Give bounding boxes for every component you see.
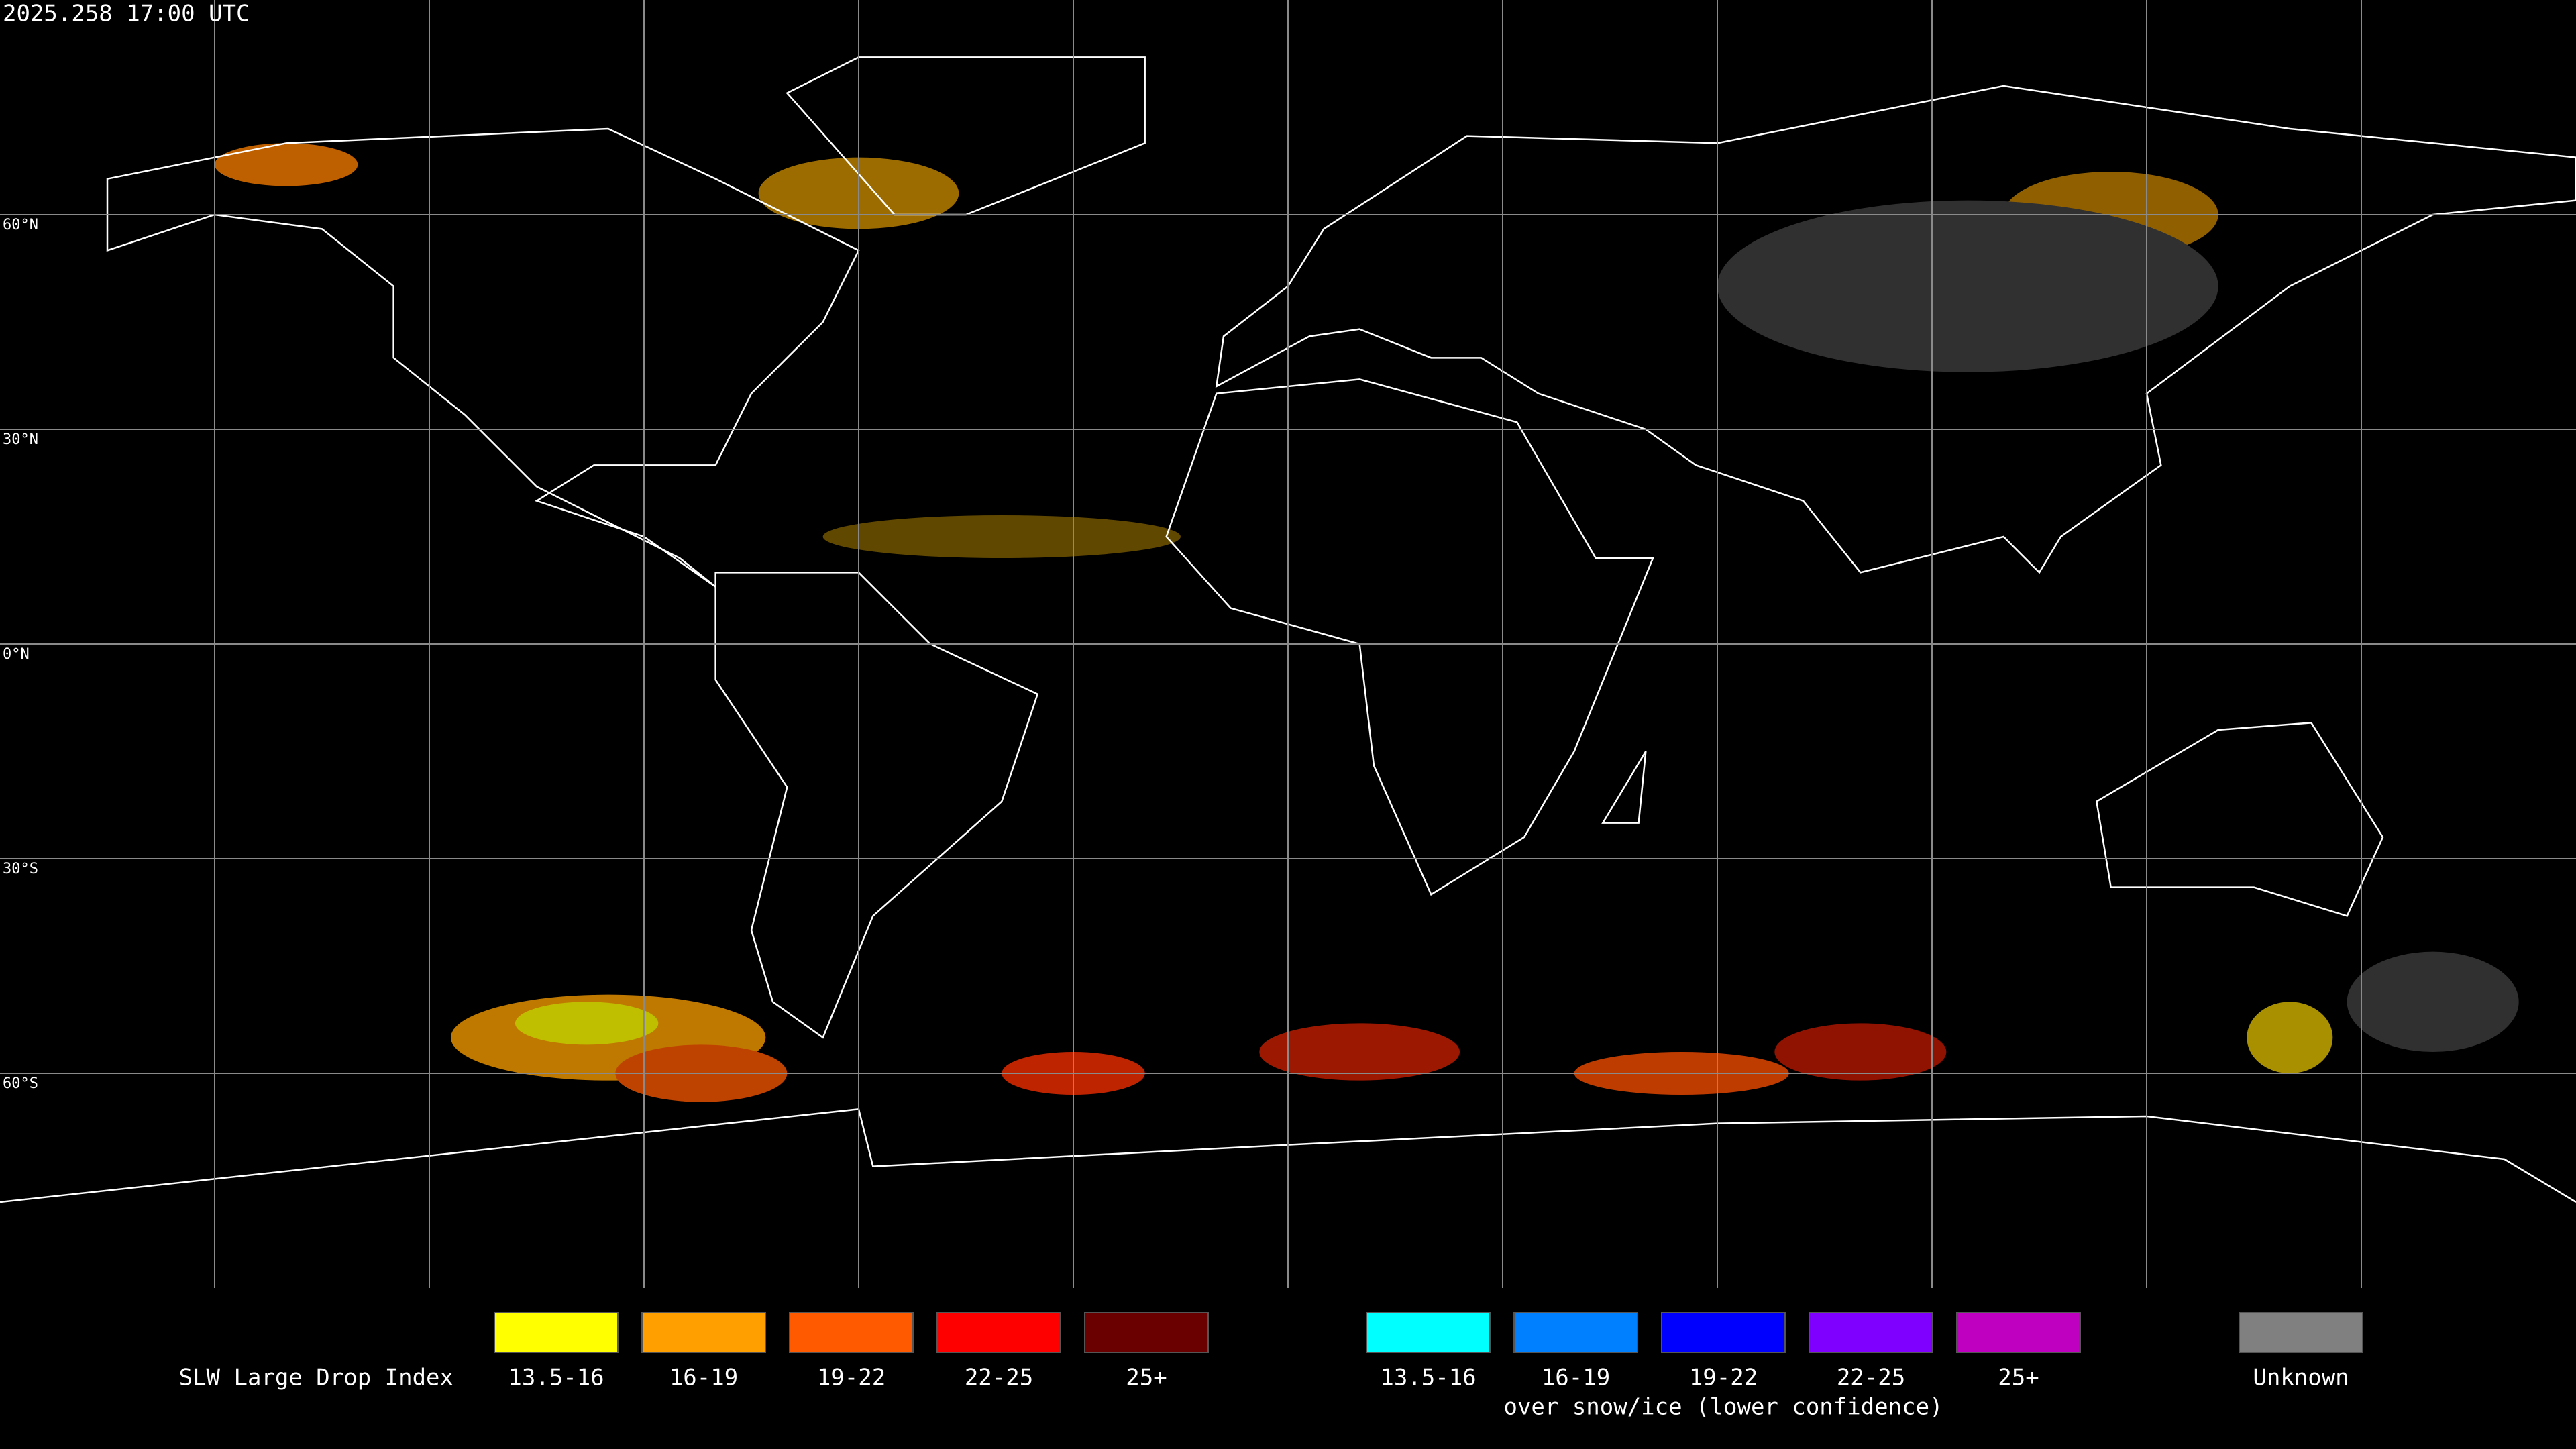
latitude-label: 0°N — [3, 646, 30, 663]
legend-label: 25+ — [1126, 1364, 1167, 1391]
legend-caption: over snow/ice (lower confidence) — [1503, 1394, 1943, 1421]
latitude-label: 30°N — [3, 431, 38, 448]
legend-title: SLW Large Drop Index — [179, 1364, 453, 1391]
legend-swatch — [1809, 1312, 1933, 1353]
legend-swatch — [789, 1312, 914, 1353]
legend-swatch — [936, 1312, 1061, 1353]
legend-label: 22-25 — [1837, 1364, 1905, 1391]
timestamp: 2025.258 17:00 UTC — [3, 1, 250, 28]
legend-swatch — [1661, 1312, 1786, 1353]
legend-swatch — [494, 1312, 619, 1353]
legend-label: Unknown — [2253, 1364, 2349, 1391]
cloud-field — [214, 143, 2519, 1102]
legend-label: 13.5-16 — [1380, 1364, 1476, 1391]
legend-label: 16-19 — [1542, 1364, 1610, 1391]
legend: SLW Large Drop Index 13.5-16 16-19 19-22 22… — [179, 1312, 2363, 1421]
legend-swatch — [2239, 1312, 2363, 1353]
legend-label: 13.5-16 — [508, 1364, 604, 1391]
latitude-label: 60°N — [3, 217, 38, 233]
legend-swatch — [1956, 1312, 2081, 1353]
latitude-label: 60°S — [3, 1075, 38, 1092]
coastline — [1603, 751, 1646, 823]
legend-swatch — [641, 1312, 766, 1353]
legend-label: 19-22 — [1689, 1364, 1758, 1391]
legend-swatch — [1513, 1312, 1638, 1353]
coastline — [2096, 722, 2383, 916]
legend-swatch — [1084, 1312, 1209, 1353]
legend-label: 19-22 — [817, 1364, 885, 1391]
legend-label: 25+ — [1998, 1364, 2039, 1391]
latitude-label: 30°S — [3, 861, 38, 877]
map-layer — [0, 57, 2576, 1202]
coastline — [1216, 86, 2576, 572]
legend-swatch — [1366, 1312, 1491, 1353]
legend-label: 22-25 — [965, 1364, 1033, 1391]
coastline — [716, 572, 1038, 1037]
legend-label: 16-19 — [669, 1364, 738, 1391]
graticule: 60°N 30°N 0°N 30°S 60°S — [0, 0, 2576, 1288]
